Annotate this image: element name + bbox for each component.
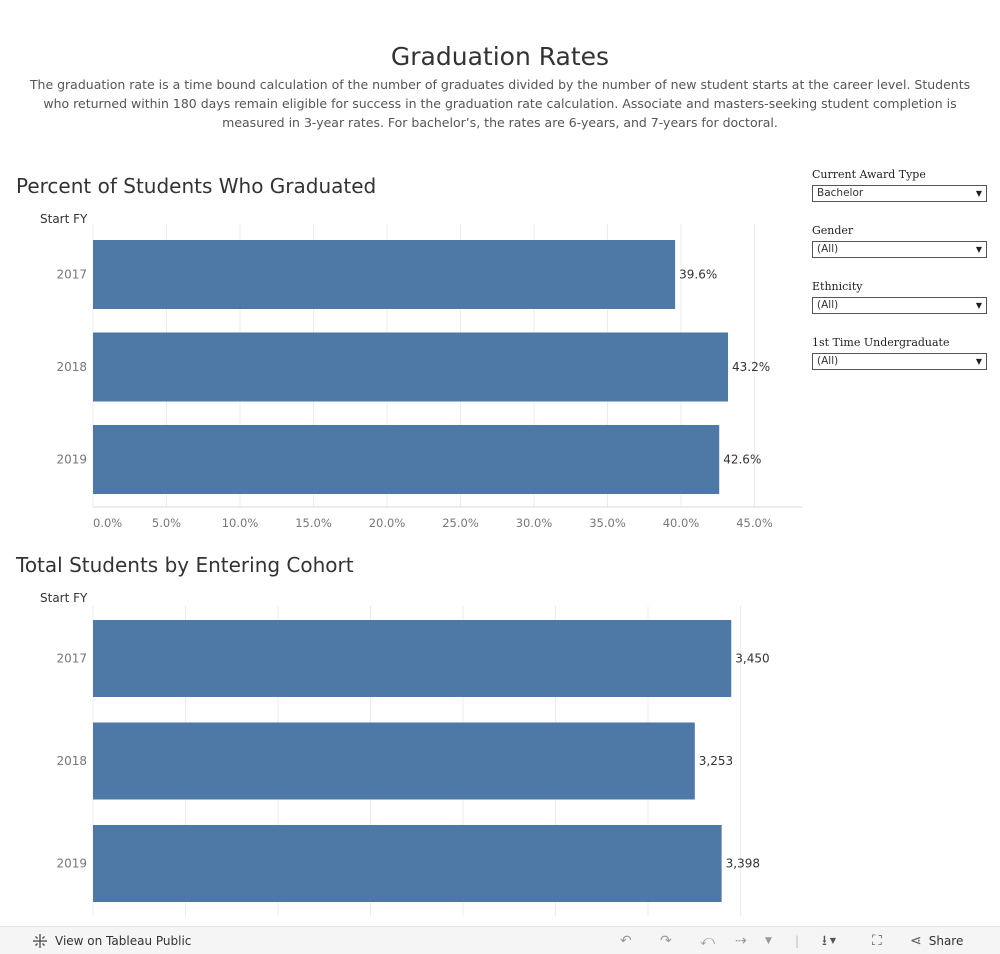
filter-label: Ethnicity <box>812 280 863 293</box>
x-tick-label: 5.0% <box>152 516 181 530</box>
category-label: 2017 <box>56 652 87 666</box>
data-label: 3,253 <box>699 754 733 768</box>
data-label: 39.6% <box>679 268 717 282</box>
category-label: 2019 <box>56 857 87 871</box>
bar-2018[interactable] <box>93 332 729 402</box>
tableau-toolbar: View on Tableau Public ↶ ↷ ⤺ ⇢ ▼ | ⭳ ▼ ⛶ … <box>0 926 1000 954</box>
bar-2019[interactable] <box>93 825 722 902</box>
dashboard-description: The graduation rate is a time bound calc… <box>29 77 971 130</box>
caret-down-icon: ▼ <box>975 189 982 198</box>
dropdown-value: (All) <box>817 355 839 367</box>
gender-dropdown[interactable]: (All) ▼ <box>812 241 987 258</box>
dropdown-value: Bachelor <box>817 187 864 199</box>
category-label: 2018 <box>56 754 87 768</box>
x-tick-label: 10.0% <box>222 516 259 530</box>
bar-2018[interactable] <box>93 722 695 800</box>
caret-down-icon: ▼ <box>975 301 982 310</box>
data-label: 42.6% <box>723 453 761 467</box>
filter-label: Gender <box>812 224 854 237</box>
chart-title-percent-graduated: Percent of Students Who Graduated <box>16 174 377 198</box>
chart-title-total-students: Total Students by Entering Cohort <box>16 553 354 577</box>
award-type-dropdown[interactable]: Bachelor ▼ <box>812 185 987 202</box>
bar-2017[interactable] <box>93 620 732 697</box>
filter-label: Current Award Type <box>812 168 926 181</box>
x-tick-label: 40.0% <box>663 516 700 530</box>
toolbar-divider: | <box>795 934 800 948</box>
x-tick-label: 15.0% <box>295 516 332 530</box>
category-label: 2019 <box>56 453 87 467</box>
share-icon: ⋖ <box>910 933 922 949</box>
first-time-undergraduate-dropdown[interactable]: (All) ▼ <box>812 353 987 370</box>
caret-down-icon: ▼ <box>975 245 982 254</box>
ethnicity-dropdown[interactable]: (All) ▼ <box>812 297 987 314</box>
filter-ethnicity: Ethnicity (All) ▼ <box>812 279 987 314</box>
view-on-tableau-public-link[interactable]: View on Tableau Public <box>32 933 191 949</box>
filter-first-time-undergraduate: 1st Time Undergraduate (All) ▼ <box>812 335 987 370</box>
share-label: Share <box>928 934 964 948</box>
data-label: 43.2% <box>732 360 770 374</box>
row-header-start-fy: Start FY <box>40 212 88 226</box>
download-icon[interactable]: ⭳ ▼ <box>822 933 837 949</box>
filter-current-award-type: Current Award Type Bachelor ▼ <box>812 167 987 202</box>
category-label: 2017 <box>56 268 87 282</box>
x-tick-label: 45.0% <box>736 516 773 530</box>
category-label: 2018 <box>56 360 87 374</box>
data-label: 3,398 <box>726 857 760 871</box>
percent-graduated-chart[interactable]: 0.0% 5.0% 10.0% 15.0% 20.0% 25.0% 30.0% 35.0% 40… <box>0 224 810 544</box>
total-students-chart[interactable]: 2017 3,450 2018 3,253 2019 3,398 <box>0 606 810 916</box>
bar-2019[interactable] <box>93 425 720 494</box>
redo-icon[interactable]: ↷ <box>660 933 672 949</box>
data-label: 3,450 <box>735 652 769 666</box>
dropdown-value: (All) <box>817 299 839 311</box>
undo-icon[interactable]: ↶ <box>620 933 632 949</box>
revert-icon[interactable]: ⤺ <box>700 933 715 949</box>
share-button[interactable]: ⋖ Share <box>910 933 963 949</box>
x-tick-label: 20.0% <box>369 516 406 530</box>
view-on-tableau-label: View on Tableau Public <box>55 934 192 948</box>
x-tick-label: 35.0% <box>589 516 626 530</box>
filter-gender: Gender (All) ▼ <box>812 223 987 258</box>
dashboard-title: Graduation Rates <box>390 42 610 71</box>
fullscreen-icon[interactable]: ⛶ <box>872 933 882 949</box>
caret-down-icon: ▼ <box>975 357 982 366</box>
dropdown-value: (All) <box>817 243 839 255</box>
x-tick-label: 30.0% <box>516 516 553 530</box>
filter-label: 1st Time Undergraduate <box>812 336 950 349</box>
x-tick-label: 25.0% <box>442 516 479 530</box>
x-tick-label: 0.0% <box>93 516 122 530</box>
bar-2017[interactable] <box>93 240 676 309</box>
refresh-icon[interactable]: ⇢ <box>735 933 747 949</box>
chevron-down-icon[interactable]: ▼ <box>765 936 772 946</box>
row-header-start-fy: Start FY <box>40 591 88 605</box>
tableau-logo-icon <box>33 934 47 948</box>
